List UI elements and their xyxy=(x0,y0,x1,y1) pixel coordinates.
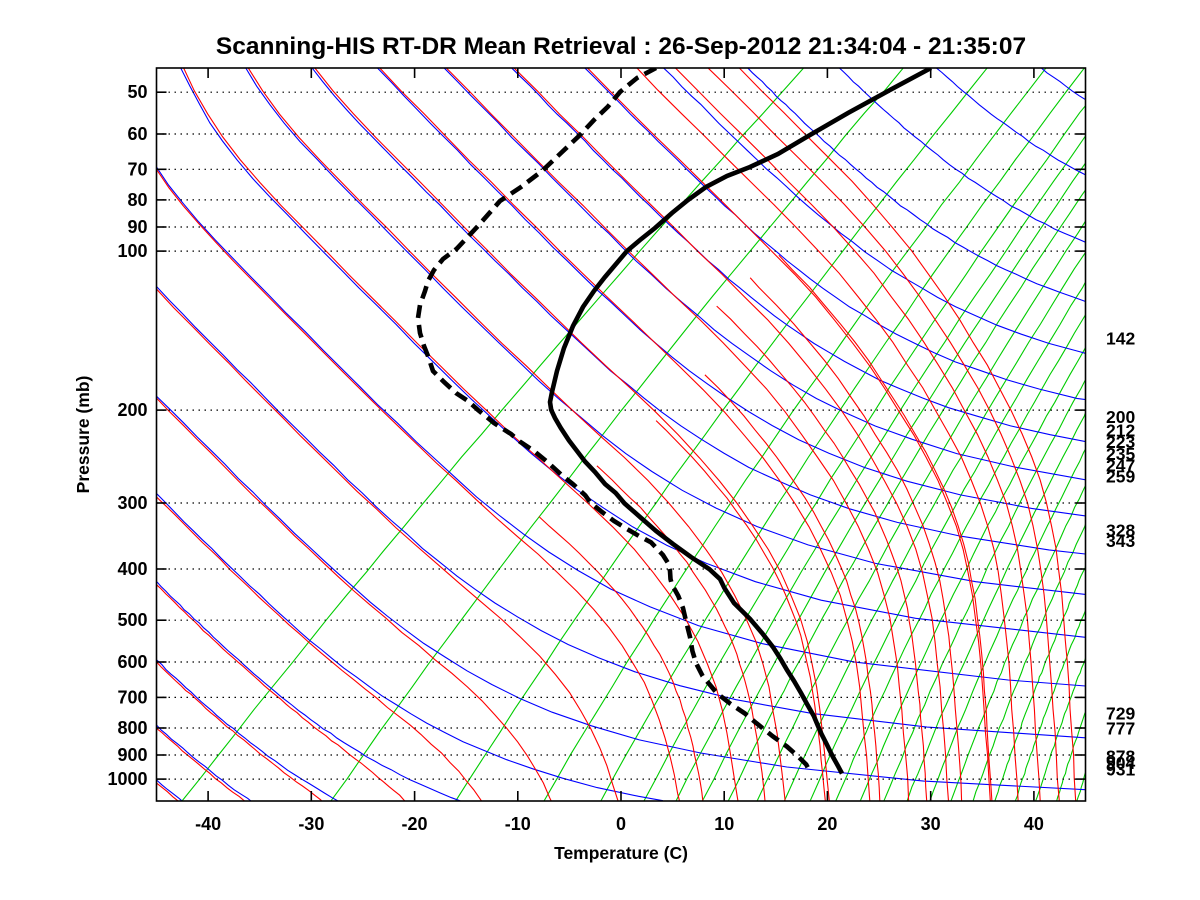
svg-text:Scanning-HIS RT-DR Mean Retrie: Scanning-HIS RT-DR Mean Retrieval : 26-S… xyxy=(216,33,1026,60)
svg-text:-40: -40 xyxy=(195,814,221,834)
svg-text:729: 729 xyxy=(1106,704,1135,724)
svg-text:0: 0 xyxy=(616,814,626,834)
svg-text:328: 328 xyxy=(1106,521,1135,541)
svg-text:20: 20 xyxy=(817,814,837,834)
svg-text:500: 500 xyxy=(117,610,147,630)
svg-text:878: 878 xyxy=(1106,746,1135,766)
svg-text:904: 904 xyxy=(1106,753,1135,773)
svg-text:100: 100 xyxy=(117,241,147,261)
svg-text:223: 223 xyxy=(1106,432,1135,452)
svg-text:70: 70 xyxy=(127,159,147,179)
svg-text:-30: -30 xyxy=(298,814,324,834)
svg-text:212: 212 xyxy=(1106,420,1135,440)
svg-text:50: 50 xyxy=(127,82,147,102)
svg-text:90: 90 xyxy=(127,217,147,237)
svg-text:60: 60 xyxy=(127,124,147,144)
svg-text:259: 259 xyxy=(1106,466,1135,486)
svg-text:931: 931 xyxy=(1106,760,1135,780)
svg-text:343: 343 xyxy=(1106,531,1135,551)
svg-text:235: 235 xyxy=(1106,444,1135,464)
svg-text:10: 10 xyxy=(714,814,734,834)
svg-text:200: 200 xyxy=(1106,407,1135,427)
svg-text:142: 142 xyxy=(1106,329,1135,349)
svg-text:200: 200 xyxy=(117,400,147,420)
svg-text:600: 600 xyxy=(117,652,147,672)
svg-text:40: 40 xyxy=(1024,814,1044,834)
svg-text:300: 300 xyxy=(117,493,147,513)
svg-text:247: 247 xyxy=(1106,455,1135,475)
svg-text:700: 700 xyxy=(117,687,147,707)
svg-text:1000: 1000 xyxy=(107,769,147,789)
svg-text:Pressure (mb): Pressure (mb) xyxy=(73,376,93,494)
svg-text:-20: -20 xyxy=(402,814,428,834)
svg-text:Temperature (C): Temperature (C) xyxy=(554,843,688,863)
svg-text:-10: -10 xyxy=(505,814,531,834)
svg-text:400: 400 xyxy=(117,559,147,579)
svg-text:800: 800 xyxy=(117,718,147,738)
svg-text:80: 80 xyxy=(127,190,147,210)
svg-text:900: 900 xyxy=(117,745,147,765)
svg-text:777: 777 xyxy=(1106,718,1135,738)
svg-text:30: 30 xyxy=(921,814,941,834)
